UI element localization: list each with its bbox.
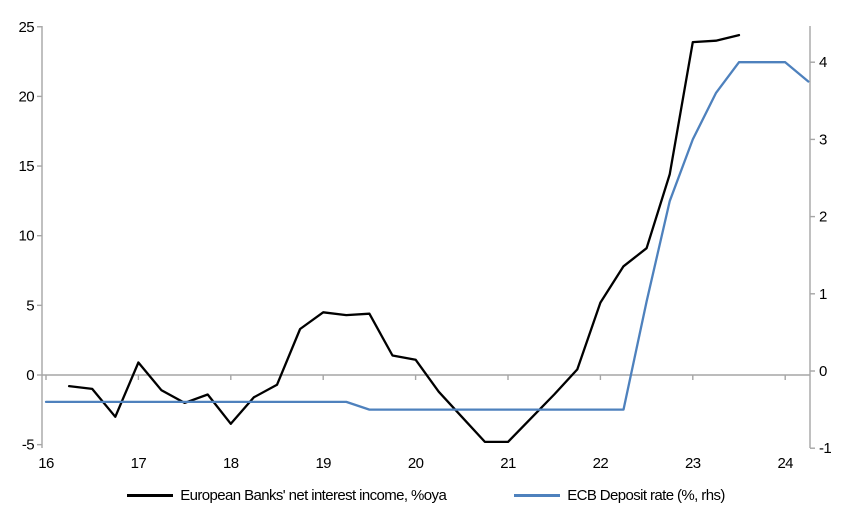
left-axis-tick-label: 15 [19,158,35,175]
net-interest-income-line [67,33,741,444]
x-axis-tick-label: 19 [315,455,331,472]
legend-item-net-interest-income: European Banks' net interest income, %oy… [127,487,447,504]
blue-line-swatch-icon [514,494,561,497]
right-axis-tick-label: 2 [819,209,827,226]
right-axis-tick-label: 0 [819,363,827,380]
x-axis-tick-label: 18 [223,455,239,472]
left-axis-tick-label: 0 [26,367,34,384]
right-axis-tick-label: -1 [819,440,831,457]
right-axis-tick-label: 4 [819,54,827,71]
left-axis-tick-label: 25 [19,19,35,36]
x-axis-tick-label: 24 [777,455,793,472]
x-axis-tick-label: 20 [408,455,424,472]
legend-item-ecb-deposit-rate: ECB Deposit rate (%, rhs) [514,487,725,504]
x-axis-tick-label: 17 [131,455,147,472]
chart-legend: European Banks' net interest income, %oy… [0,487,852,504]
right-axis-tick-label: 3 [819,131,827,148]
left-axis-tick-label: 10 [19,228,35,245]
black-line-swatch-icon [127,494,174,497]
x-axis-tick-label: 23 [685,455,701,472]
legend-label: European Banks' net interest income, %oy… [180,487,447,504]
left-axis-tick-label: 5 [26,297,34,314]
left-axis-tick-label: 20 [19,88,35,105]
x-axis-tick-label: 16 [38,455,54,472]
ecb-deposit-rate-line [44,61,810,411]
right-axis-tick-label: 1 [819,286,827,303]
left-axis-tick-label: -5 [22,437,34,454]
x-axis-tick-label: 21 [500,455,516,472]
legend-label: ECB Deposit rate (%, rhs) [567,487,725,504]
x-axis-tick-label: 22 [593,455,609,472]
